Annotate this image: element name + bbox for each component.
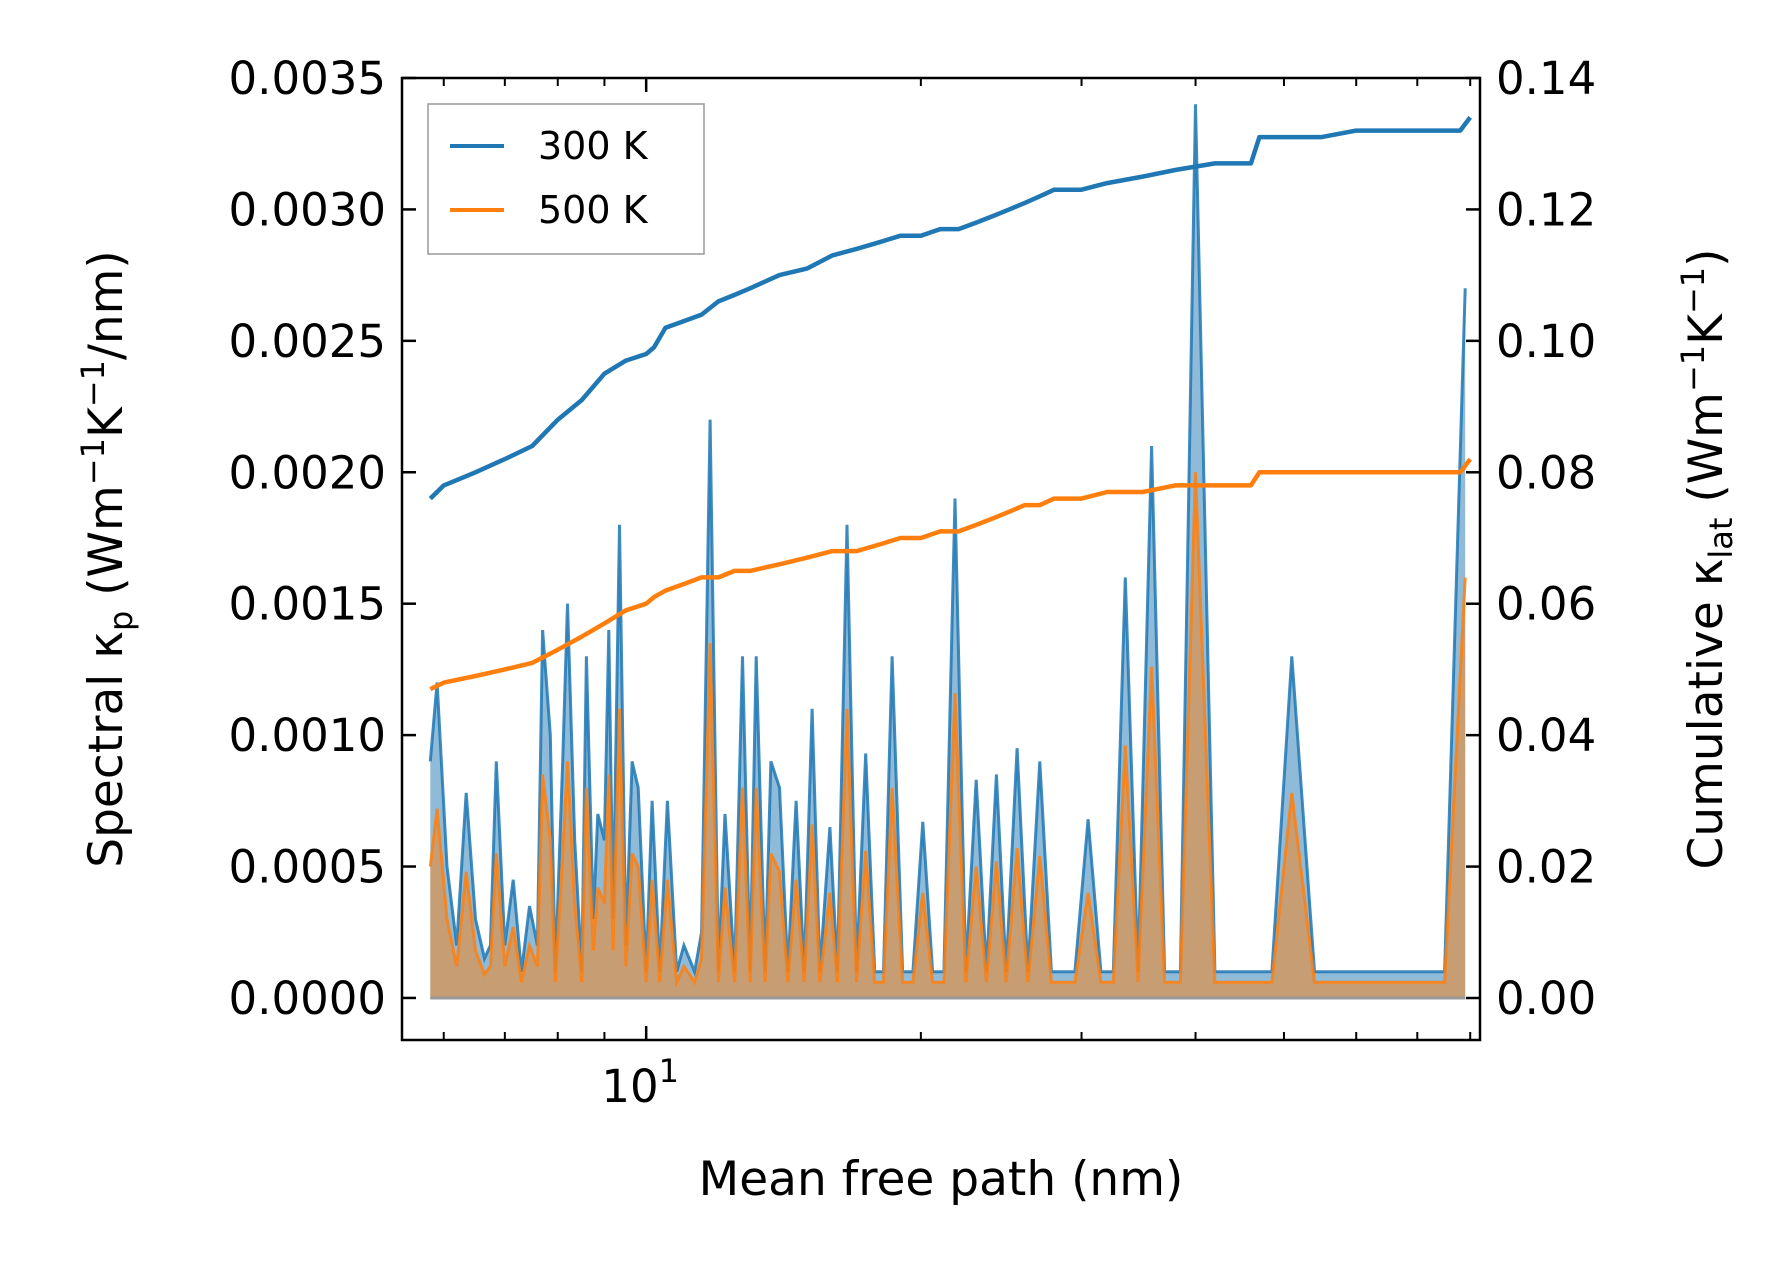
y-right-tick-label: 0.04 bbox=[1496, 709, 1596, 762]
spectral-line-500k bbox=[428, 472, 1467, 988]
y-right-tick-label: 0.12 bbox=[1496, 183, 1596, 236]
y-axis-right-label: Cumulative κlat (Wm−1K−1) bbox=[1674, 248, 1740, 869]
y-left-tick-label: 0.0035 bbox=[229, 52, 386, 105]
spectral-series-layer bbox=[428, 104, 1467, 1000]
legend-label-300k: 300 K bbox=[538, 124, 649, 168]
x-axis-label: Mean free path (nm) bbox=[699, 1152, 1184, 1207]
cumulative-series-layer bbox=[428, 116, 1472, 692]
y-axis-left-label: Spectral κp (Wm−1K−1/nm) bbox=[74, 250, 140, 867]
x-tick-label-10: 101 bbox=[601, 1052, 679, 1113]
y-left-tick-label: 0.0025 bbox=[229, 315, 386, 368]
y-right-tick-label: 0.02 bbox=[1496, 841, 1596, 894]
y-right-tick-label: 0.10 bbox=[1496, 315, 1596, 368]
y-left-tick-label: 0.0005 bbox=[229, 841, 386, 894]
plot-area-frame bbox=[400, 76, 1482, 1042]
spectral-area-500k bbox=[430, 472, 1466, 998]
legend: 300 K 500 K bbox=[427, 103, 705, 255]
spectral-line-300k bbox=[428, 104, 1467, 978]
cumulative-line-500k bbox=[429, 457, 1472, 692]
y-left-tick-label: 0.0020 bbox=[229, 446, 386, 499]
y-left-tick-label: 0.0030 bbox=[229, 183, 386, 236]
y-left-tick-label: 0.0000 bbox=[229, 972, 386, 1025]
y-right-tick-label: 0.06 bbox=[1496, 578, 1596, 631]
tick-labels-layer: 0.0000 0.0005 0.0010 0.0015 0.0020 0.0025 0.00… bbox=[229, 52, 1597, 1113]
y-left-tick-label: 0.0010 bbox=[229, 709, 386, 762]
y-left-tick-label: 0.0015 bbox=[229, 578, 386, 631]
legend-box bbox=[427, 103, 705, 255]
cumulative-line-300k bbox=[428, 116, 1472, 501]
y-right-tick-label: 0.14 bbox=[1496, 52, 1596, 105]
y-right-tick-label: 0.08 bbox=[1496, 446, 1596, 499]
legend-label-500k: 500 K bbox=[538, 188, 649, 232]
y-right-tick-label: 0.00 bbox=[1496, 972, 1596, 1025]
